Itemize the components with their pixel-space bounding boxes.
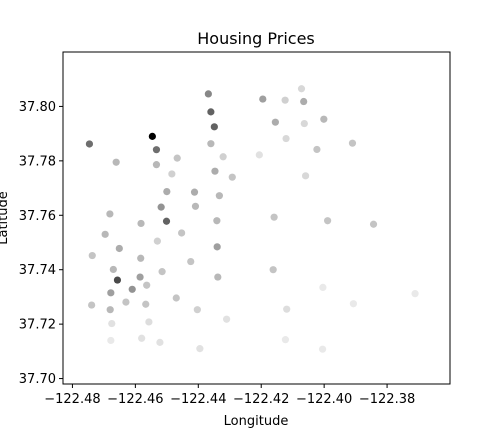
data-point (156, 338, 164, 346)
data-point (162, 217, 171, 225)
data-point (168, 170, 176, 178)
y-tick-label: 37.70 (19, 372, 56, 387)
data-point (259, 95, 267, 103)
data-point (143, 281, 151, 289)
data-point (152, 161, 161, 169)
data-point (281, 96, 289, 104)
y-tick-label: 37.74 (19, 263, 56, 278)
data-point (297, 85, 306, 93)
data-point (269, 266, 277, 274)
data-point (172, 294, 180, 302)
y-tick-label: 37.78 (19, 154, 56, 169)
data-point (191, 202, 200, 210)
data-point (411, 290, 419, 298)
data-point (211, 167, 219, 175)
data-point (148, 132, 156, 140)
data-point (283, 305, 291, 313)
data-point (107, 289, 115, 297)
data-point (193, 306, 201, 314)
data-point (213, 243, 221, 251)
data-point (128, 285, 136, 293)
y-axis-label: Latitude (0, 191, 11, 245)
data-point (101, 230, 109, 238)
x-tick-label: −122.44 (170, 392, 226, 407)
data-point (122, 298, 130, 306)
data-point (142, 300, 150, 308)
data-point (187, 257, 195, 266)
data-point (228, 173, 236, 181)
data-point (207, 140, 215, 148)
data-point (106, 306, 114, 314)
data-point (112, 158, 120, 166)
x-tick-label: −122.46 (107, 392, 163, 407)
data-point (215, 192, 223, 200)
data-point (145, 318, 153, 326)
data-point (190, 188, 199, 196)
chart-title: Housing Prices (197, 29, 315, 48)
data-point (136, 273, 144, 281)
x-axis-label: Longitude (224, 414, 289, 429)
data-point (318, 345, 327, 353)
data-point (108, 319, 116, 328)
data-point (207, 108, 215, 116)
data-point (255, 151, 263, 159)
plot-frame (62, 51, 451, 385)
data-point (107, 336, 115, 345)
data-point (204, 90, 212, 98)
data-point (173, 154, 181, 162)
x-tick-label: −122.42 (233, 392, 289, 407)
data-point (369, 220, 378, 228)
y-axis: 37.70 37.72 37.74 37.76 37.78 37.80 (19, 100, 63, 387)
data-point (281, 336, 290, 344)
data-point (348, 139, 357, 147)
data-point (153, 237, 161, 245)
data-point (300, 119, 308, 128)
data-point (313, 145, 321, 154)
x-tick-label: −122.48 (44, 392, 100, 407)
data-point (152, 146, 161, 154)
data-point (88, 251, 96, 260)
data-point (196, 345, 204, 353)
y-tick-label: 37.72 (19, 318, 56, 333)
data-point (137, 219, 145, 228)
points-layer (85, 85, 419, 353)
data-point (319, 283, 327, 291)
data-point (106, 210, 114, 218)
data-point (210, 123, 218, 131)
y-tick-label: 37.76 (19, 209, 56, 224)
data-point (223, 315, 231, 323)
data-point (349, 300, 358, 308)
data-point (270, 213, 278, 221)
data-point (109, 265, 117, 274)
y-tick-label: 37.80 (19, 100, 56, 115)
data-point (158, 268, 166, 276)
data-point (213, 217, 221, 225)
data-point (138, 334, 146, 342)
x-tick-label: −122.38 (359, 392, 415, 407)
x-tick-label: −122.40 (296, 392, 352, 407)
data-point (115, 244, 123, 253)
data-point (324, 217, 332, 225)
x-axis: −122.48 −122.46 −122.44 −122.42 −122.40 −122.… (44, 384, 415, 407)
data-point (88, 301, 96, 309)
data-point (113, 276, 122, 284)
data-point (282, 134, 290, 143)
data-point (214, 273, 222, 281)
data-point (300, 97, 308, 106)
data-point (163, 188, 171, 196)
data-point (178, 229, 186, 237)
data-point (85, 140, 94, 148)
data-point (301, 172, 310, 180)
data-point (271, 118, 279, 126)
data-point (157, 203, 165, 211)
data-point (137, 254, 145, 262)
data-point (320, 115, 328, 123)
data-point (219, 153, 227, 161)
